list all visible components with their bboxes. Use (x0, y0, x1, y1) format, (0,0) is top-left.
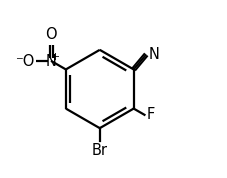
Text: O: O (45, 27, 57, 42)
Text: F: F (146, 107, 154, 122)
Text: +: + (50, 53, 59, 62)
Text: ⁻O: ⁻O (15, 54, 35, 69)
Text: Br: Br (91, 143, 107, 158)
Text: N: N (148, 47, 159, 62)
Text: N: N (45, 54, 56, 69)
